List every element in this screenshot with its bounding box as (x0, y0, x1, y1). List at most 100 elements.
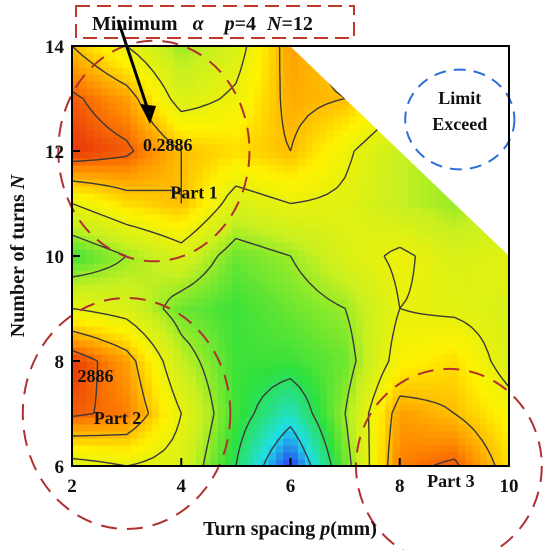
heat-cell (319, 130, 328, 138)
heat-cell (86, 361, 95, 369)
heat-cell (392, 249, 401, 257)
heat-cell (108, 95, 117, 103)
heat-cell (188, 333, 197, 341)
heat-cell (275, 452, 284, 460)
heat-cell (348, 424, 357, 432)
heat-cell (130, 389, 139, 397)
heat-cell (479, 347, 488, 355)
heat-cell (297, 452, 306, 460)
heat-cell (407, 221, 415, 229)
heat-cell (312, 221, 321, 229)
heat-cell (348, 298, 357, 306)
heat-cell (173, 109, 182, 117)
heat-cell (334, 137, 343, 145)
heat-cell (232, 102, 241, 110)
heat-cell (312, 88, 321, 96)
heat-cell (254, 305, 262, 313)
heat-cell (348, 123, 357, 131)
heat-cell (130, 53, 139, 61)
heat-cell (479, 249, 488, 257)
heat-cell (392, 396, 401, 404)
heat-cell (232, 298, 241, 306)
heat-cell (261, 179, 270, 187)
heat-cell (421, 179, 430, 187)
heat-cell (385, 410, 394, 418)
heat-cell (305, 256, 313, 264)
heat-cell (188, 116, 197, 124)
heat-cell (72, 81, 80, 89)
heat-cell (166, 74, 175, 82)
heat-cell (319, 396, 328, 404)
heat-cell (159, 368, 168, 376)
heat-cell (130, 347, 139, 355)
heat-cell (173, 277, 182, 285)
heat-cell (254, 172, 262, 180)
heat-cell (72, 151, 80, 159)
heat-cell (195, 228, 204, 236)
heat-cell (305, 235, 313, 243)
heat-cell (465, 298, 474, 306)
heat-cell (254, 74, 262, 82)
heat-cell (450, 417, 459, 425)
heat-cell (152, 88, 160, 96)
heat-cell (385, 200, 394, 208)
heat-cell (166, 312, 175, 320)
heat-cell (181, 151, 190, 159)
heat-cell (377, 368, 386, 376)
heat-cell (290, 81, 299, 89)
heat-cell (334, 389, 343, 397)
heat-cell (79, 207, 88, 215)
heat-cell (130, 291, 139, 299)
heat-cell (232, 130, 241, 138)
heat-cell (217, 417, 226, 425)
heat-cell (152, 109, 160, 117)
heat-cell (370, 221, 379, 229)
heat-cell (261, 137, 270, 145)
heat-cell (501, 277, 509, 285)
heat-cell (101, 88, 110, 96)
heat-cell (472, 389, 481, 397)
heat-cell (79, 445, 88, 453)
heat-cell (224, 256, 233, 264)
heat-cell (472, 263, 481, 271)
heat-cell (166, 354, 175, 362)
heat-cell (414, 354, 423, 362)
heat-cell (159, 459, 168, 466)
heat-cell (341, 333, 350, 341)
heat-cell (443, 228, 452, 236)
heat-cell (173, 263, 182, 271)
heat-cell (414, 270, 423, 278)
heat-cell (348, 130, 357, 138)
heat-cell (341, 249, 350, 257)
heat-cell (428, 326, 437, 334)
heat-cell (421, 382, 430, 390)
heat-cell (166, 305, 175, 313)
heat-cell (210, 193, 219, 201)
heat-cell (261, 438, 270, 446)
heat-cell (341, 109, 350, 117)
heat-cell (472, 452, 481, 460)
heat-cell (246, 67, 255, 75)
heat-cell (217, 410, 226, 418)
heat-cell (268, 172, 277, 180)
heat-cell (319, 319, 328, 327)
heat-cell (101, 186, 110, 194)
heat-cell (297, 347, 306, 355)
heat-cell (72, 214, 80, 222)
heat-cell (130, 88, 139, 96)
heat-cell (501, 249, 509, 257)
heat-cell (195, 109, 204, 117)
heat-cell (334, 438, 343, 446)
heat-cell (101, 438, 110, 446)
heat-cell (465, 452, 474, 460)
heat-cell (392, 235, 401, 243)
heat-cell (312, 242, 321, 250)
heat-cell (224, 382, 233, 390)
heat-cell (115, 207, 124, 215)
heat-cell (319, 228, 328, 236)
heat-cell (450, 459, 459, 466)
heat-cell (363, 368, 372, 376)
heat-cell (137, 333, 146, 341)
heat-cell (122, 277, 131, 285)
heat-cell (203, 151, 211, 159)
